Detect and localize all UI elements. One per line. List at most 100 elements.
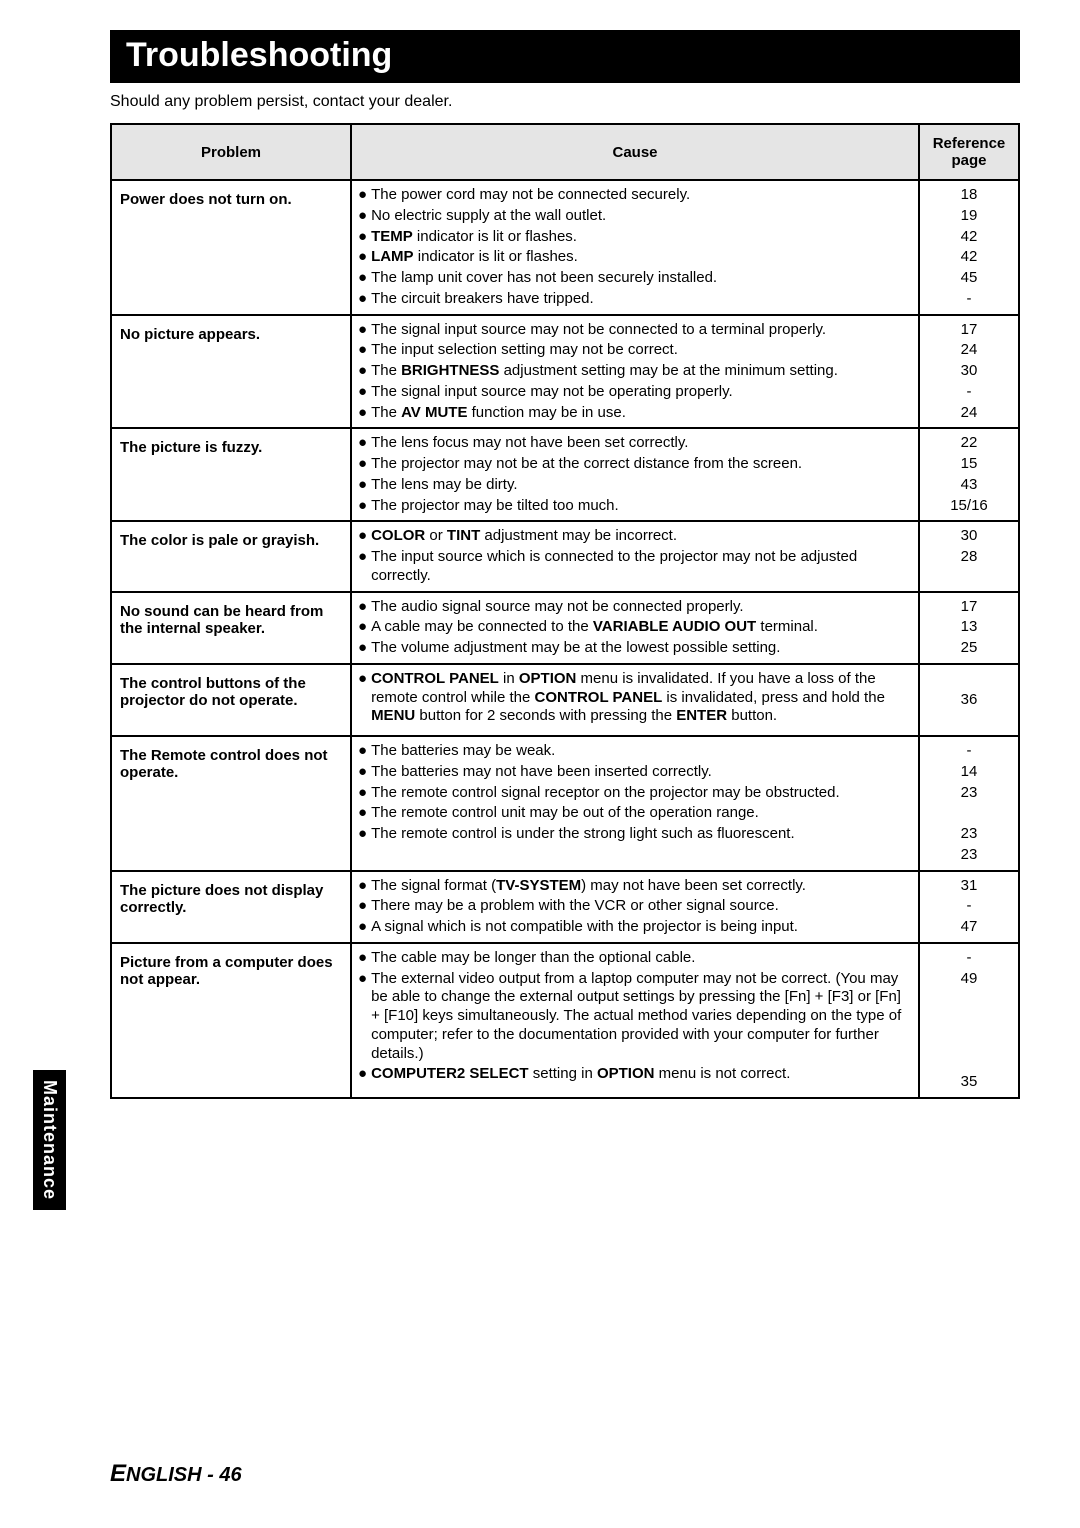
reference-page: 24: [922, 340, 1016, 361]
cause-cell: ● The lens focus may not have been set co…: [351, 428, 919, 521]
table-row: Picture from a computer does not appear.…: [111, 943, 1019, 1098]
cause-text: The signal format (TV-SYSTEM) may not ha…: [371, 877, 806, 896]
reference-cell: 31-47: [919, 871, 1019, 943]
cause-text: COMPUTER2 SELECT setting in OPTION menu …: [371, 1065, 790, 1084]
bullet-icon: ●: [358, 877, 371, 896]
reference-cell: 1819424245-: [919, 180, 1019, 315]
header-reference: Reference page: [919, 124, 1019, 180]
bullet-icon: ●: [358, 897, 371, 916]
cause-item: ●The external video output from a laptop…: [358, 969, 912, 1065]
reference-page: 25: [922, 638, 1016, 659]
table-row: No sound can be heard from the internal …: [111, 592, 1019, 664]
reference-cell: -49 35: [919, 943, 1019, 1098]
table-row: The Remote control does not operate.●The…: [111, 736, 1019, 871]
problem-cell: The picture is fuzzy.: [111, 428, 351, 521]
cause-item: ●The batteries may be weak.: [358, 741, 912, 762]
reference-page: 17: [922, 597, 1016, 618]
bullet-icon: ●: [358, 228, 371, 247]
bullet-icon: ●: [358, 598, 371, 617]
cause-item: ●CONTROL PANEL in OPTION menu is invalid…: [358, 669, 912, 727]
cause-cell: ●The batteries may be weak.●The batterie…: [351, 736, 919, 871]
reference-page: 31: [922, 876, 1016, 897]
table-row: The color is pale or grayish.●COLOR or T…: [111, 521, 1019, 591]
reference-cell: 171325: [919, 592, 1019, 664]
page-title: Troubleshooting: [126, 36, 1004, 75]
bullet-icon: ●: [358, 207, 371, 226]
bullet-icon: ●: [358, 362, 371, 381]
reference-page: 45: [922, 268, 1016, 289]
cause-item: ●A signal which is not compatible with t…: [358, 917, 912, 938]
subtitle-text: Should any problem persist, contact your…: [110, 93, 1020, 111]
bullet-icon: ●: [358, 548, 371, 567]
cause-text: The external video output from a laptop …: [371, 970, 912, 1064]
reference-page: 14: [922, 762, 1016, 783]
cause-item: ●The AV MUTE function may be in use.: [358, 403, 912, 424]
table-row: No picture appears.●The signal input sou…: [111, 315, 1019, 429]
cause-cell: ●The power cord may not be connected sec…: [351, 180, 919, 315]
problem-cell: Picture from a computer does not appear.: [111, 943, 351, 1098]
reference-cell: 36: [919, 664, 1019, 736]
cause-item: ●The signal format (TV-SYSTEM) may not h…: [358, 876, 912, 897]
cause-item: ●The volume adjustment may be at the low…: [358, 638, 912, 659]
reference-page: -: [922, 896, 1016, 917]
cause-cell: ●CONTROL PANEL in OPTION menu is invalid…: [351, 664, 919, 736]
bullet-icon: ●: [358, 186, 371, 205]
cause-text: The projector may not be at the correct …: [371, 455, 802, 474]
header-cause: Cause: [351, 124, 919, 180]
bullet-icon: ●: [358, 825, 371, 844]
reference-page: 49: [922, 969, 1016, 990]
reference-page: 35: [922, 1072, 1016, 1093]
problem-cell: No picture appears.: [111, 315, 351, 429]
cause-text: The input selection setting may not be c…: [371, 341, 678, 360]
cause-item: ●The lens may be dirty.: [358, 475, 912, 496]
side-tab-maintenance: Maintenance: [33, 1070, 66, 1210]
cause-text: The lamp unit cover has not been securel…: [371, 269, 717, 288]
reference-page: [922, 1010, 1016, 1031]
cause-item: ●The batteries may not have been inserte…: [358, 762, 912, 783]
cause-text: No electric supply at the wall outlet.: [371, 207, 606, 226]
bullet-icon: ●: [358, 742, 371, 761]
bullet-icon: ●: [358, 763, 371, 782]
reference-page: [922, 1052, 1016, 1073]
cause-item: ●The remote control signal receptor on t…: [358, 783, 912, 804]
bullet-icon: ●: [358, 804, 371, 823]
bullet-icon: ●: [358, 321, 371, 340]
cause-text: The circuit breakers have tripped.: [371, 290, 594, 309]
table-row: The picture does not display correctly.●…: [111, 871, 1019, 943]
problem-cell: The control buttons of the projector do …: [111, 664, 351, 736]
cause-text: The lens focus may not have been set cor…: [371, 434, 688, 453]
cause-text: The volume adjustment may be at the lowe…: [371, 639, 780, 658]
reference-page: 17: [922, 320, 1016, 341]
reference-cell: 22154315/16: [919, 428, 1019, 521]
reference-page: [922, 669, 1016, 690]
cause-cell: ●The signal input source may not be conn…: [351, 315, 919, 429]
cause-item: ●The audio signal source may not be conn…: [358, 597, 912, 618]
reference-cell: -1423 2323: [919, 736, 1019, 871]
bullet-icon: ●: [358, 497, 371, 516]
bullet-icon: ●: [358, 290, 371, 309]
bullet-icon: ●: [358, 618, 371, 637]
cause-text: The remote control signal receptor on th…: [371, 784, 840, 803]
reference-page: 42: [922, 227, 1016, 248]
cause-text: The audio signal source may not be conne…: [371, 598, 743, 617]
reference-page: 22: [922, 433, 1016, 454]
cause-text: The signal input source may not be opera…: [371, 383, 733, 402]
cause-item: ●The signal input source may not be oper…: [358, 382, 912, 403]
reference-page: [922, 803, 1016, 824]
cause-item: ●The projector may be tilted too much.: [358, 496, 912, 517]
page-footer: ENGLISH - 46: [110, 1460, 242, 1488]
reference-page: 13: [922, 617, 1016, 638]
cause-cell: ●The audio signal source may not be conn…: [351, 592, 919, 664]
bullet-icon: ●: [358, 949, 371, 968]
table-row: Power does not turn on.●The power cord m…: [111, 180, 1019, 315]
bullet-icon: ●: [358, 670, 371, 689]
cause-item: ●LAMP indicator is lit or flashes.: [358, 247, 912, 268]
troubleshooting-table: Problem Cause Reference page Power does …: [110, 123, 1020, 1099]
reference-page: [922, 1031, 1016, 1052]
cause-text: A signal which is not compatible with th…: [371, 918, 798, 937]
cause-item: ●The power cord may not be connected sec…: [358, 185, 912, 206]
cause-text: The projector may be tilted too much.: [371, 497, 619, 516]
bullet-icon: ●: [358, 784, 371, 803]
reference-page: 47: [922, 917, 1016, 938]
cause-item: ●There may be a problem with the VCR or …: [358, 896, 912, 917]
